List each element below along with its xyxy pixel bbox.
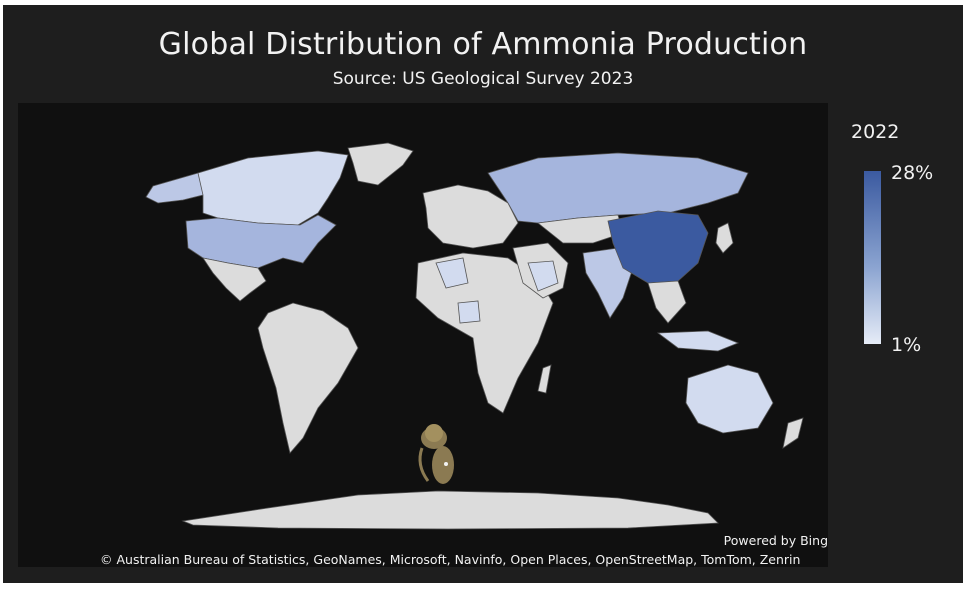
region-africa[interactable]: [415, 252, 554, 414]
copyright-attribution: © Australian Bureau of Statistics, GeoNa…: [100, 552, 801, 567]
map-pin-icon[interactable]: [418, 424, 454, 484]
country-indonesia[interactable]: [656, 330, 740, 352]
country-saudi-arabia[interactable]: [527, 260, 559, 292]
country-australia[interactable]: [685, 364, 774, 434]
country-new-zealand[interactable]: [782, 417, 804, 449]
legend-color-scale: [864, 171, 881, 344]
chart-frame: Global Distribution of Ammonia Productio…: [3, 5, 963, 583]
country-china[interactable]: [607, 210, 709, 284]
legend-max-label: 28%: [891, 162, 934, 184]
country-japan[interactable]: [715, 222, 734, 254]
chart-subtitle: Source: US Geological Survey 2023: [332, 69, 634, 89]
region-antarctica[interactable]: [181, 490, 719, 530]
country-canada[interactable]: [197, 150, 349, 226]
region-europe[interactable]: [422, 184, 519, 249]
world-map[interactable]: Powered by Bing © Australian Bureau of S…: [18, 103, 828, 567]
region-south-america[interactable]: [257, 302, 359, 454]
country-mexico[interactable]: [202, 257, 267, 302]
powered-by-label: Powered by Bing: [723, 533, 828, 548]
legend-year: 2022: [851, 121, 900, 143]
region-southeast-asia[interactable]: [647, 280, 687, 324]
world-map-svg: [145, 142, 804, 530]
legend-min-label: 1%: [891, 334, 922, 356]
country-russia[interactable]: [487, 152, 749, 224]
country-greenland[interactable]: [347, 142, 414, 186]
country-algeria[interactable]: [435, 257, 469, 289]
chart-title: Global Distribution of Ammonia Productio…: [158, 27, 808, 62]
country-madagascar[interactable]: [537, 364, 552, 394]
country-nigeria[interactable]: [457, 300, 481, 324]
